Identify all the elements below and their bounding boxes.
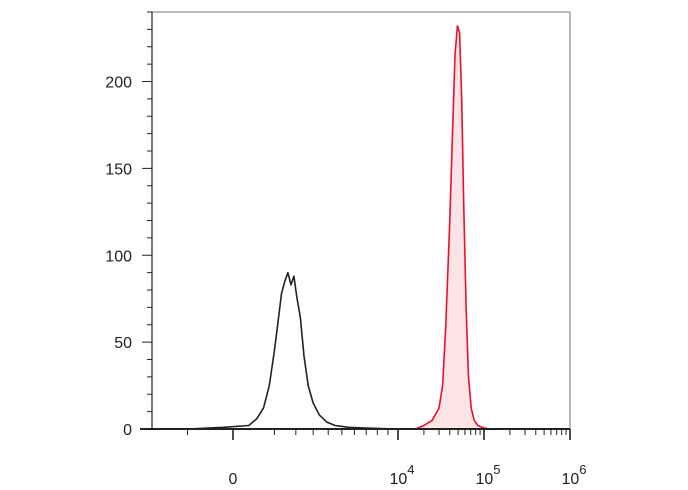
x-tick-label: 105	[475, 462, 500, 488]
y-tick-label: 0	[123, 422, 132, 439]
x-tick-label: 0	[229, 471, 238, 488]
series-0-line	[187, 271, 399, 430]
series-1-area	[415, 25, 491, 430]
y-tick-label: 150	[105, 161, 132, 178]
series-1-line	[415, 25, 491, 430]
x-tick-label: 104	[389, 462, 414, 488]
y-tick-label: 50	[114, 335, 132, 352]
y-tick-label: 100	[105, 248, 132, 265]
x-tick-label: 106	[561, 462, 586, 488]
y-tick-label: 200	[105, 75, 132, 92]
plot-frame	[151, 11, 571, 430]
